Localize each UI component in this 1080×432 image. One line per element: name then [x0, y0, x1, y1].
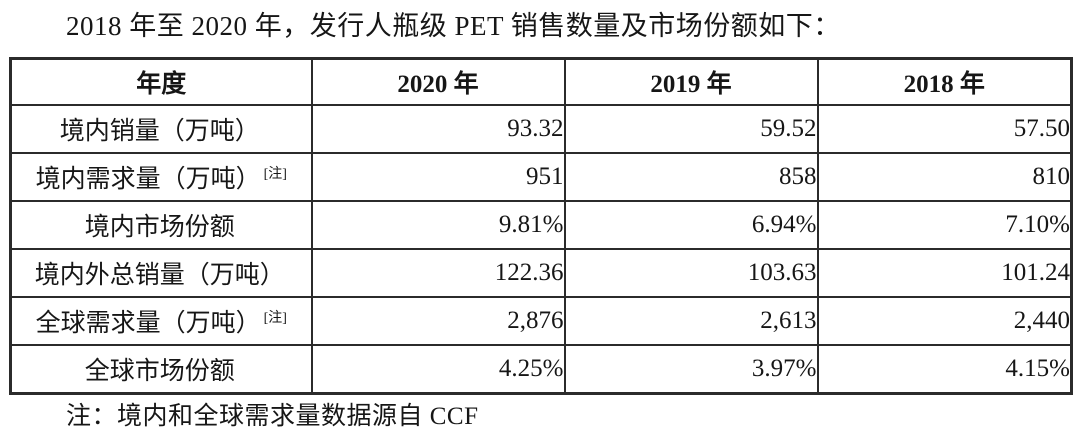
row-label-cell: 境内需求量（万吨） [注]: [9, 152, 313, 202]
footnote-marker: [注]: [263, 310, 287, 326]
value-cell-2020: 9.81%: [310, 200, 566, 250]
table-row-global-market-share: 全球市场份额 4.25% 3.97% 4.15%: [9, 344, 1073, 395]
table-row-global-demand: 全球需求量（万吨） [注] 2,876 2,613 2,440: [9, 296, 1073, 346]
value-cell-2018: 4.15%: [816, 344, 1073, 395]
value-cell-2020: 2,876: [310, 296, 566, 346]
table-row-total-sales: 境内外总销量（万吨） 122.36 103.63 101.24: [9, 248, 1073, 298]
value-cell-2019: 6.94%: [563, 200, 819, 250]
row-label: 全球市场份额: [84, 358, 235, 385]
value-cell-2019: 2,613: [563, 296, 819, 346]
value-cell-2018: 2,440: [816, 296, 1073, 346]
row-label-cell: 境内市场份额: [9, 200, 313, 250]
value-cell-2020: 4.25%: [310, 344, 566, 395]
value-cell-2018: 810: [816, 152, 1073, 202]
table-head: 年度 2020 年 2019 年 2018 年: [9, 57, 1073, 106]
pet-sales-market-share-table: 年度 2020 年 2019 年 2018 年 境内销量（万吨） 93.32 5…: [9, 57, 1073, 395]
row-label: 境内外总销量（万吨）: [34, 262, 285, 289]
value-cell-2020: 93.32: [310, 104, 566, 154]
row-label-cell: 境内销量（万吨）: [9, 104, 313, 154]
value-cell-2020: 951: [310, 152, 566, 202]
value-cell-2018: 7.10%: [816, 200, 1073, 250]
row-label: 境内需求量（万吨）: [35, 166, 261, 193]
row-label: 境内销量（万吨）: [59, 118, 260, 145]
value-cell-2018: 57.50: [816, 104, 1073, 154]
footnote-marker: [注]: [263, 166, 287, 182]
value-cell-2018: 101.24: [816, 248, 1073, 298]
section-title: 2018 年至 2020 年，发行人瓶级 PET 销售数量及市场份额如下：: [66, 11, 841, 41]
value-cell-2019: 858: [563, 152, 819, 202]
table-body: 境内销量（万吨） 93.32 59.52 57.50 境内需求量（万吨） [注] …: [9, 104, 1073, 395]
header-cell-2018: 2018 年: [816, 57, 1073, 106]
table-row-domestic-market-share: 境内市场份额 9.81% 6.94% 7.10%: [9, 200, 1073, 250]
row-label-cell: 全球需求量（万吨） [注]: [9, 296, 313, 346]
header-cell-2020: 2020 年: [310, 57, 566, 106]
header-cell-metric: 年度: [9, 57, 313, 106]
value-cell-2019: 3.97%: [563, 344, 819, 395]
row-label: 境内市场份额: [84, 214, 235, 241]
row-label: 全球需求量（万吨）: [35, 310, 261, 337]
value-cell-2019: 103.63: [563, 248, 819, 298]
value-cell-2020: 122.36: [310, 248, 566, 298]
row-label-cell: 全球市场份额: [9, 344, 313, 395]
value-cell-2019: 59.52: [563, 104, 819, 154]
table-header-row: 年度 2020 年 2019 年 2018 年: [9, 57, 1073, 106]
table-row-domestic-sales: 境内销量（万吨） 93.32 59.52 57.50: [9, 104, 1073, 154]
row-label-cell: 境内外总销量（万吨）: [9, 248, 313, 298]
table-row-domestic-demand: 境内需求量（万吨） [注] 951 858 810: [9, 152, 1073, 202]
footnote: 注：境内和全球需求量数据源自 CCF: [66, 403, 479, 430]
header-cell-2019: 2019 年: [563, 57, 819, 106]
